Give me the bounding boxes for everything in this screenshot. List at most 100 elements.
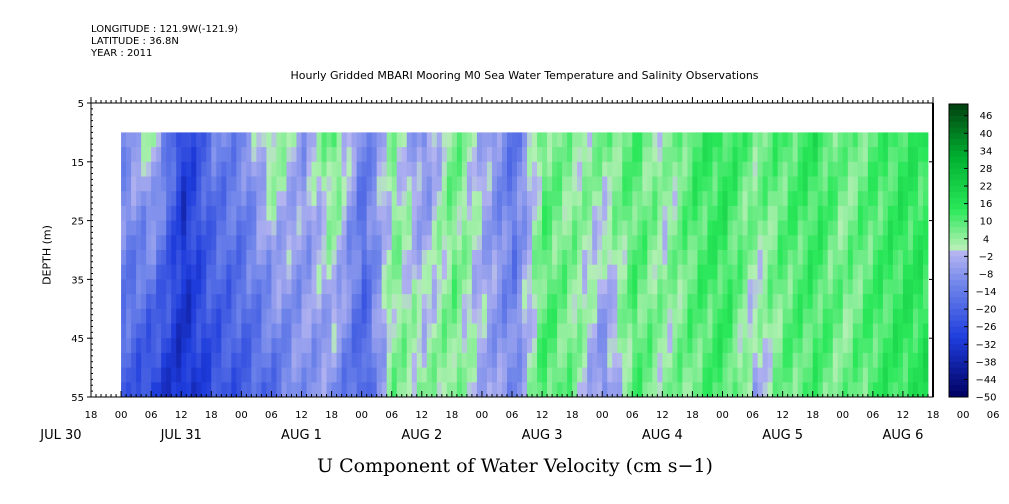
heatmap-cell: [767, 235, 774, 251]
heatmap-cell: [582, 205, 588, 221]
heatmap-cell: [276, 382, 282, 398]
heatmap-cell: [261, 352, 267, 368]
heatmap-cell: [792, 147, 799, 163]
heatmap-cell: [211, 367, 217, 383]
heatmap-cell: [842, 323, 849, 339]
heatmap-cell: [797, 264, 804, 280]
heatmap-cell: [562, 338, 568, 354]
heatmap-cell: [506, 294, 513, 310]
heatmap-cell: [787, 338, 794, 354]
heatmap-cell: [161, 279, 167, 295]
heatmap-cell: [236, 367, 242, 383]
heatmap-cell: [456, 161, 463, 177]
heatmap-cell: [341, 250, 348, 266]
heatmap-cell: [376, 338, 383, 354]
heatmap-cell: [882, 191, 889, 207]
heatmap-cell: [667, 235, 673, 251]
heatmap-cell: [602, 294, 608, 310]
heatmap-cell: [862, 367, 869, 383]
heatmap-cell: [281, 264, 287, 280]
heatmap-cell: [587, 264, 593, 280]
heatmap-cell: [562, 294, 568, 310]
heatmap-cell: [742, 338, 748, 354]
heatmap-cell: [151, 205, 157, 221]
heatmap-cell: [306, 147, 312, 163]
heatmap-cell: [476, 323, 483, 339]
heatmap-cell: [371, 382, 378, 398]
heatmap-cell: [361, 191, 368, 207]
heatmap-cell: [261, 191, 267, 207]
heatmap-cell: [251, 338, 257, 354]
heatmap-cell: [717, 308, 723, 324]
heatmap-cell: [256, 382, 262, 398]
heatmap-cell: [657, 176, 663, 192]
heatmap-cell: [582, 338, 588, 354]
heatmap-cell: [627, 382, 633, 398]
heatmap-cell: [637, 176, 643, 192]
heatmap-cell: [396, 220, 403, 236]
heatmap-cell: [792, 235, 799, 251]
heatmap-cell: [767, 279, 774, 295]
heatmap-cell: [371, 294, 378, 310]
heatmap-cell: [832, 220, 839, 236]
heatmap-cell: [642, 323, 648, 339]
heatmap-cell: [922, 323, 929, 339]
heatmap-cell: [456, 279, 463, 295]
heatmap-cell: [181, 132, 187, 148]
heatmap-cell: [582, 323, 588, 339]
heatmap-cell: [196, 161, 202, 177]
x-day-label: AUG 1: [281, 428, 322, 443]
heatmap-cell: [902, 191, 909, 207]
heatmap-cell: [331, 205, 337, 221]
heatmap-cell: [436, 382, 443, 398]
heatmap-cell: [687, 308, 693, 324]
heatmap-cell: [882, 338, 889, 354]
x-hour-label: 18: [686, 410, 699, 421]
heatmap-cell: [857, 294, 864, 310]
heatmap-cell: [236, 191, 242, 207]
heatmap-cell: [537, 308, 543, 324]
heatmap-cell: [747, 250, 753, 266]
heatmap-cell: [832, 264, 839, 280]
heatmap-cell: [471, 279, 478, 295]
heatmap-cell: [912, 205, 919, 221]
heatmap-cell: [627, 220, 633, 236]
colorbar-bin: [949, 197, 968, 205]
heatmap-cell: [391, 294, 398, 310]
heatmap-cell: [451, 161, 458, 177]
heatmap-cell: [396, 205, 403, 221]
heatmap-cell: [311, 264, 317, 280]
colorbar-label: 10: [980, 217, 993, 228]
heatmap-cell: [166, 235, 172, 251]
heatmap-cell: [136, 264, 142, 280]
heatmap-cell: [191, 294, 197, 310]
heatmap-cell: [687, 161, 693, 177]
heatmap-cell: [847, 250, 854, 266]
heatmap-cell: [627, 264, 633, 280]
heatmap-cell: [542, 161, 548, 177]
heatmap-cell: [181, 205, 187, 221]
heatmap-cell: [682, 382, 688, 398]
heatmap-cell: [386, 382, 393, 398]
heatmap-cell: [261, 264, 267, 280]
heatmap-cell: [171, 264, 177, 280]
heatmap-cell: [757, 352, 763, 368]
heatmap-cell: [436, 294, 443, 310]
heatmap-cell: [527, 308, 533, 324]
heatmap-cell: [421, 161, 428, 177]
heatmap-cell: [426, 352, 433, 368]
heatmap-cell: [351, 367, 358, 383]
heatmap-cell: [822, 382, 829, 398]
chart-title: Hourly Gridded MBARI Mooring M0 Sea Wate…: [290, 69, 759, 82]
heatmap-cell: [486, 382, 493, 398]
heatmap-cell: [276, 132, 282, 148]
heatmap-cell: [336, 235, 342, 251]
heatmap-cell: [301, 294, 307, 310]
colorbar-bin: [949, 297, 968, 304]
heatmap-cell: [466, 161, 473, 177]
heatmap-cell: [747, 338, 753, 354]
heatmap-cell: [872, 205, 879, 221]
heatmap-cell: [667, 250, 673, 266]
heatmap-cell: [692, 220, 698, 236]
heatmap-cell: [321, 191, 327, 207]
